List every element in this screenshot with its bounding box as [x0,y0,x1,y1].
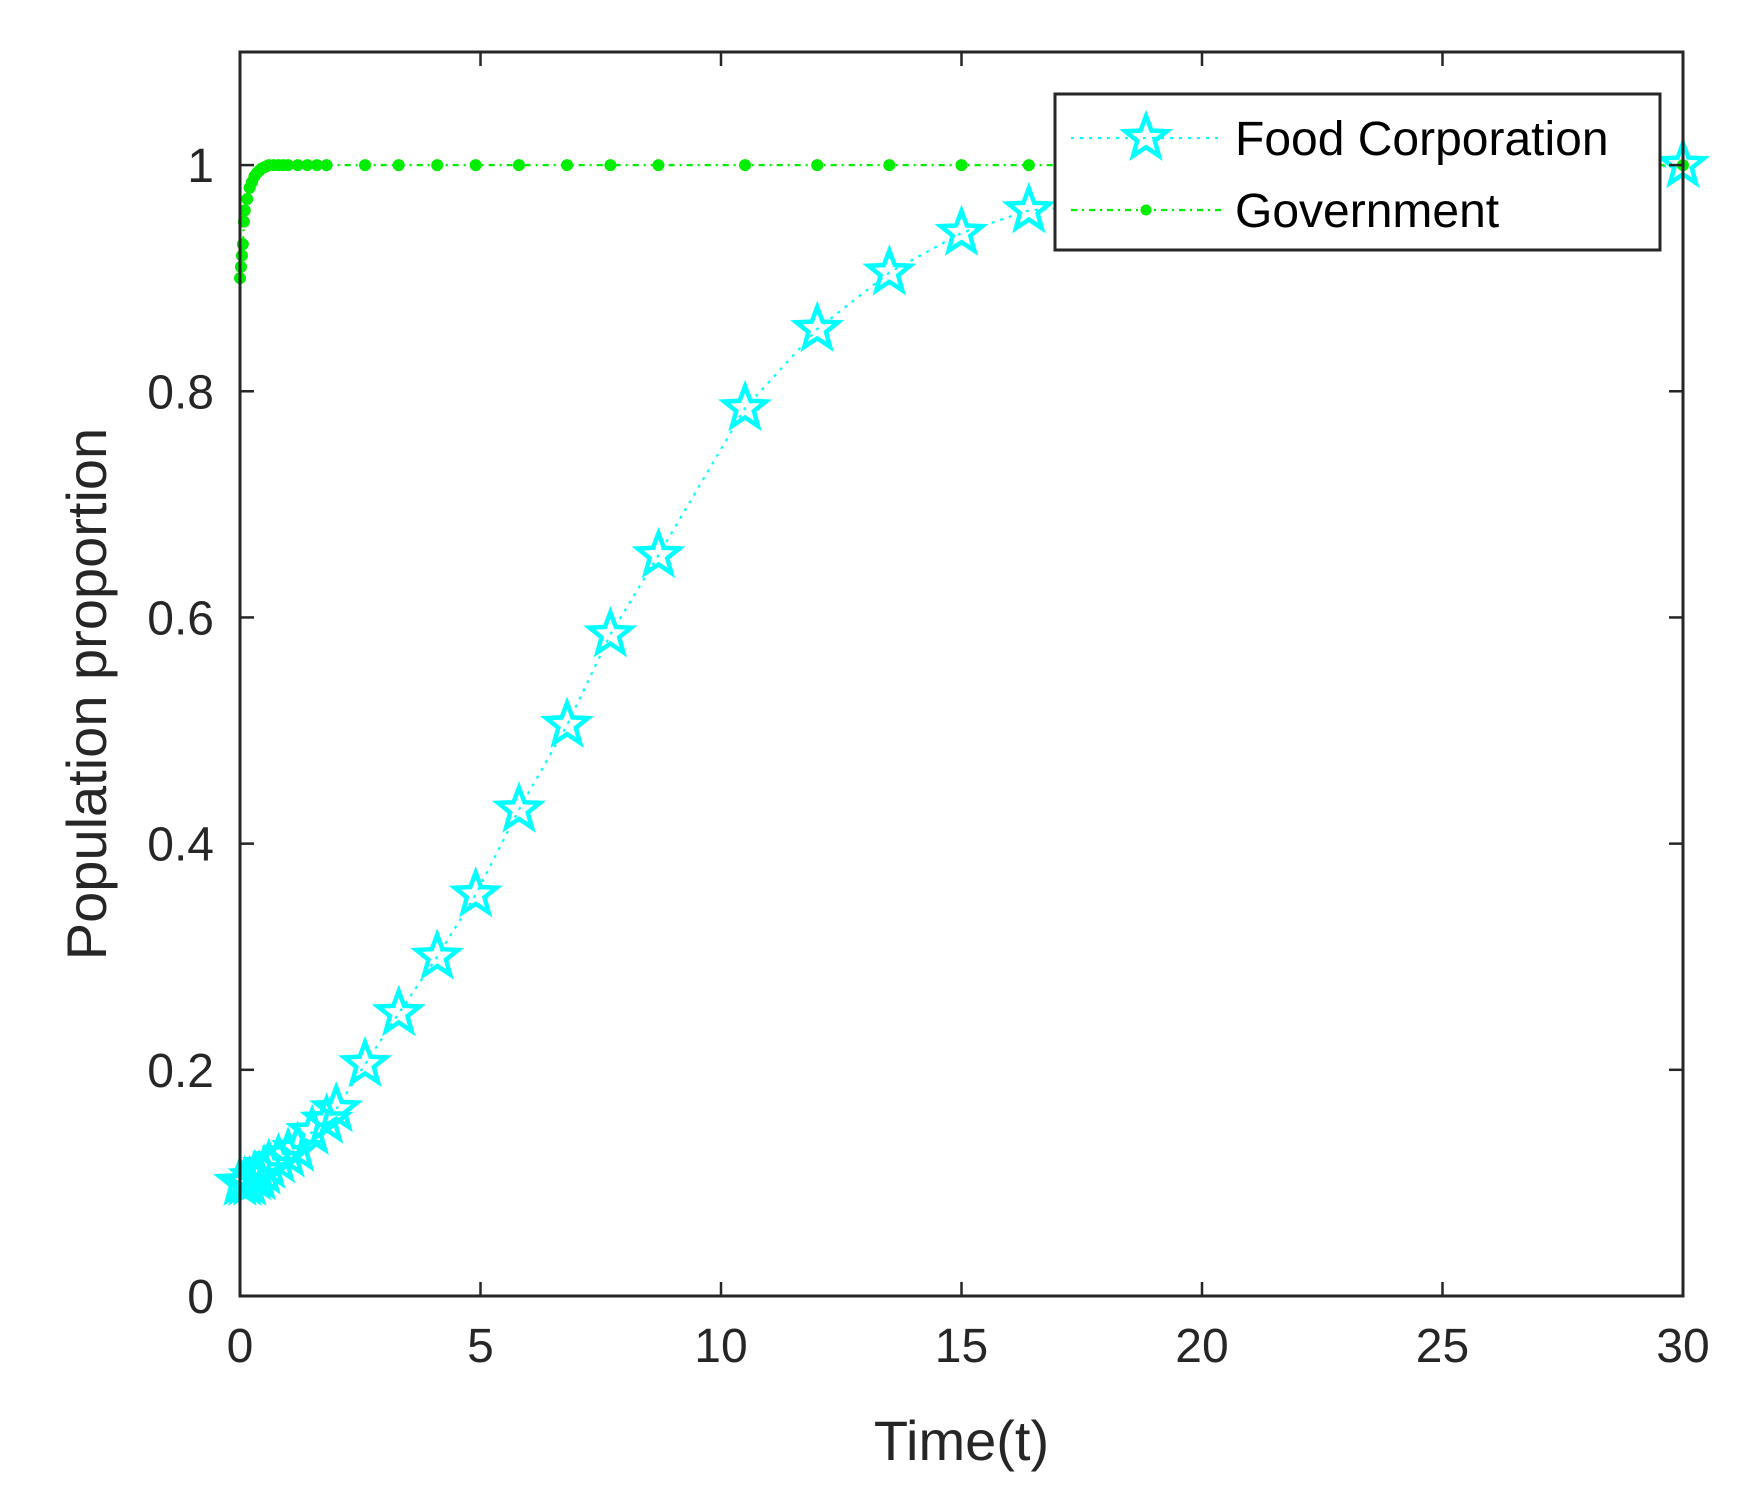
data-point [491,781,547,833]
x-tick-label: 10 [694,1320,747,1373]
y-tick-label: 0.8 [147,366,214,419]
x-tick-label: 20 [1175,1320,1228,1373]
data-point [235,249,248,262]
data-point [862,244,917,296]
y-tick-label: 0 [187,1271,214,1324]
legend-box [1053,92,1662,252]
series-0 [212,136,1711,1206]
data-point [934,204,989,256]
data-point [955,159,968,172]
data-point [359,159,372,172]
data-point [338,1035,393,1088]
data-point [790,300,845,353]
y-tick-label: 0.4 [147,819,214,872]
data-point [739,159,752,172]
data-point [371,984,426,1037]
plot-area [240,52,1683,1296]
data-point [431,159,444,172]
y-tick-label: 0.6 [147,592,214,645]
legend-label: Food Corporation [1235,113,1609,166]
x-axis-title: Time(t) [874,1409,1049,1472]
data-point [512,159,525,172]
data-point [241,193,254,206]
data-point [883,159,896,172]
data-point [604,159,617,172]
x-tick-label: 15 [935,1320,988,1373]
data-point [811,159,824,172]
ticks-layer: 0 5 10 15 20 25 30 0 0.2 0.4 0.6 0.8 1 [147,52,1710,1373]
data-point [320,159,333,172]
x-tick-label: 0 [227,1320,254,1373]
data-point [469,159,482,172]
x-tick-label: 30 [1656,1320,1709,1373]
y-axis-title: Population proportion [55,428,118,960]
data-point [309,1080,364,1133]
data-point [392,159,405,172]
series-1 [234,159,1689,285]
x-tick-label: 25 [1416,1320,1469,1373]
legend-marker [1140,204,1152,216]
y-tick-label: 1 [187,140,214,193]
data-point [1001,181,1056,234]
data-point [448,866,503,918]
data-point [561,159,574,172]
data-point [583,605,638,658]
legend: Food Corporation Government [1053,92,1662,252]
legend-marker [1118,109,1174,161]
data-point [299,1092,354,1144]
data-point [631,526,686,579]
x-tick-label: 5 [467,1320,494,1373]
data-point [410,928,465,980]
data-point [1022,159,1035,172]
data-point [652,159,665,172]
legend-label: Government [1235,185,1499,238]
series-line [240,163,1684,1185]
y-tick-label: 0.2 [147,1045,214,1098]
data-point [718,379,773,432]
data-point [540,696,595,748]
series-layer [212,136,1711,1206]
